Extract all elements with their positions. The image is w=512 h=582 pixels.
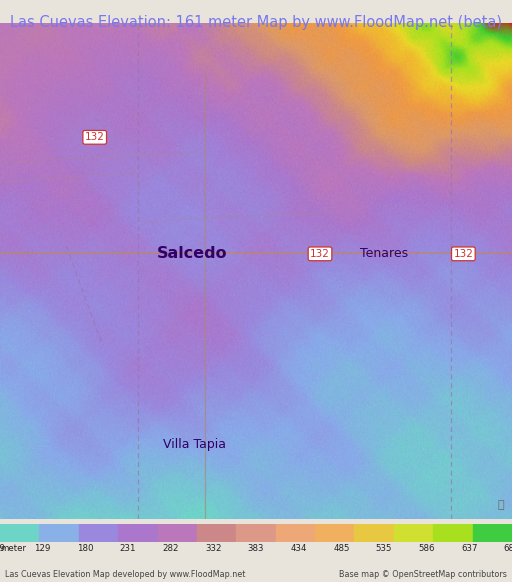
Text: 282: 282: [162, 544, 179, 553]
Bar: [79, 524, 118, 542]
Text: 332: 332: [205, 544, 222, 553]
Text: Las Cuevas Elevation Map developed by www.FloodMap.net: Las Cuevas Elevation Map developed by ww…: [5, 570, 245, 579]
Text: 231: 231: [120, 544, 136, 553]
Text: 132: 132: [310, 249, 330, 259]
Bar: [197, 524, 237, 542]
Text: Villa Tapia: Villa Tapia: [163, 438, 226, 451]
Text: 🔍: 🔍: [498, 500, 504, 510]
Text: 383: 383: [248, 544, 264, 553]
Text: meter: meter: [0, 544, 26, 553]
Bar: [433, 524, 473, 542]
Bar: [473, 524, 512, 542]
Bar: [275, 524, 315, 542]
Text: Tenares: Tenares: [360, 247, 408, 260]
Bar: [118, 524, 158, 542]
Bar: [237, 524, 275, 542]
Text: 637: 637: [461, 544, 478, 553]
Bar: [394, 524, 433, 542]
Bar: [39, 524, 79, 542]
Text: 688: 688: [504, 544, 512, 553]
Text: 129: 129: [34, 544, 51, 553]
Text: 535: 535: [376, 544, 392, 553]
Bar: [315, 524, 354, 542]
Text: 180: 180: [77, 544, 94, 553]
Bar: [0, 524, 39, 542]
Text: Salcedo: Salcedo: [157, 246, 227, 261]
Bar: [354, 524, 394, 542]
Text: 485: 485: [333, 544, 350, 553]
Text: 434: 434: [290, 544, 307, 553]
Text: 586: 586: [418, 544, 435, 553]
Text: 132: 132: [85, 132, 104, 143]
Text: Base map © OpenStreetMap contributors: Base map © OpenStreetMap contributors: [339, 570, 507, 579]
Text: Las Cuevas Elevation: 161 meter Map by www.FloodMap.net (beta): Las Cuevas Elevation: 161 meter Map by w…: [10, 15, 502, 30]
Text: 79: 79: [0, 544, 6, 553]
Bar: [158, 524, 197, 542]
Text: 132: 132: [454, 249, 473, 259]
